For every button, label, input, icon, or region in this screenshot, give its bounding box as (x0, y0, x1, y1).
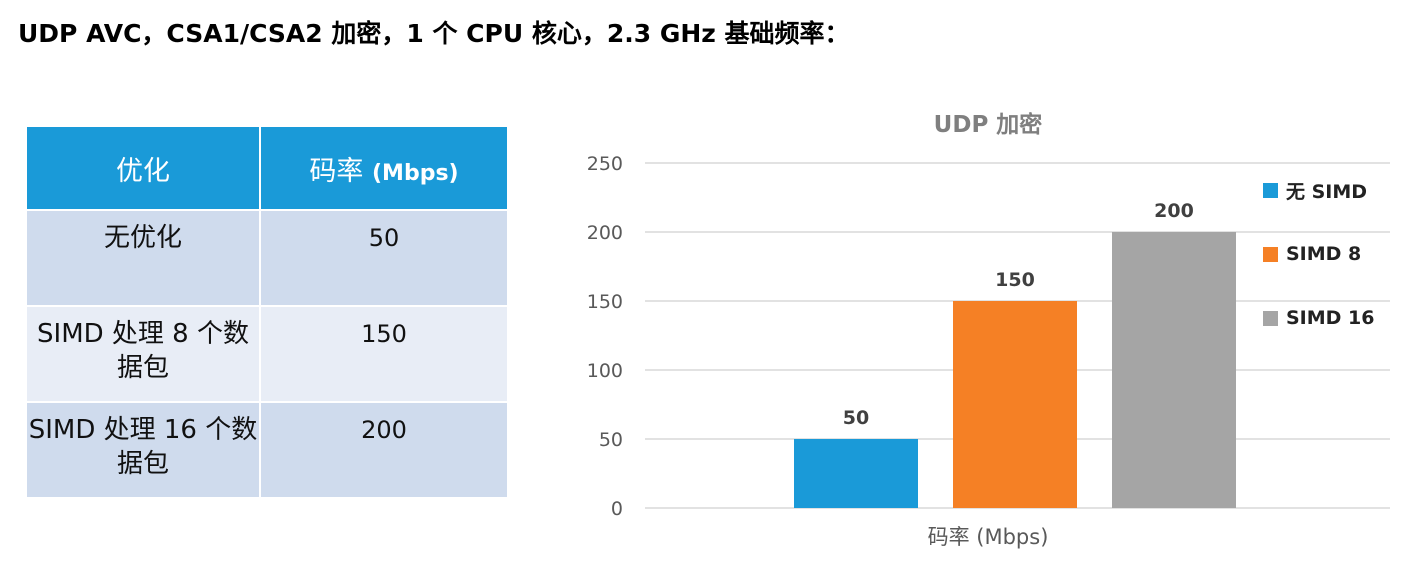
bitrate-table: 优化 码率 (Mbps) 无优化 50 SIMD 处理 8 个数据包 150 S… (25, 125, 509, 499)
bar (1112, 232, 1236, 508)
header-optimization: 优化 (25, 125, 261, 211)
y-tick-label: 200 (587, 222, 623, 244)
table-row: 无优化 50 (25, 209, 509, 307)
y-tick-label: 150 (587, 291, 623, 313)
row-bitrate: 50 (259, 209, 509, 307)
data-label: 50 (843, 407, 869, 429)
legend-swatch (1263, 310, 1278, 326)
x-axis-label: 码率 (Mbps) (928, 525, 1049, 549)
y-tick-label: 100 (587, 360, 623, 382)
row-bitrate: 150 (259, 305, 509, 403)
table-row: SIMD 处理 8 个数据包 150 (25, 305, 509, 403)
legend-swatch (1263, 246, 1278, 262)
chart-canvas: UDP 加密 0 50 100 150 200 250 50 150 200 码率 (Mbps… (587, 111, 1390, 549)
y-tick-label: 50 (599, 429, 623, 451)
chart-legend: 无 SIMD SIMD 8 SIMD 16 (1263, 180, 1375, 372)
row-optimization: SIMD 处理 8 个数据包 (25, 305, 261, 403)
table-header-row: 优化 码率 (Mbps) (25, 125, 509, 211)
page-title: UDP AVC，CSA1/CSA2 加密，1 个 CPU 核心，2.3 GHz … (18, 19, 850, 48)
legend-item: 无 SIMD (1263, 180, 1375, 203)
legend-label: SIMD 8 (1286, 243, 1362, 265)
row-optimization: 无优化 (25, 209, 261, 307)
table-row: SIMD 处理 16 个数据包 200 (25, 401, 509, 499)
row-optimization: SIMD 处理 16 个数据包 (25, 401, 261, 499)
legend-swatch (1263, 182, 1278, 198)
legend-label: SIMD 16 (1286, 307, 1375, 329)
legend-item: SIMD 16 (1263, 307, 1375, 329)
legend-label: 无 SIMD (1286, 180, 1368, 203)
bar (794, 439, 918, 508)
header-bitrate-label: 码率 (309, 155, 372, 187)
header-bitrate-unit: (Mbps) (372, 160, 459, 186)
legend-item: SIMD 8 (1263, 243, 1375, 265)
bar-chart: UDP 加密 0 50 100 150 200 250 50 150 200 码率 (Mbps… (575, 95, 1410, 565)
chart-title: UDP 加密 (934, 111, 1043, 138)
header-bitrate: 码率 (Mbps) (259, 125, 509, 211)
data-label: 150 (995, 269, 1035, 291)
y-tick-label: 250 (587, 153, 623, 175)
row-bitrate: 200 (259, 401, 509, 499)
bar (953, 301, 1077, 508)
data-label: 200 (1154, 200, 1194, 222)
y-tick-label: 0 (611, 498, 623, 520)
